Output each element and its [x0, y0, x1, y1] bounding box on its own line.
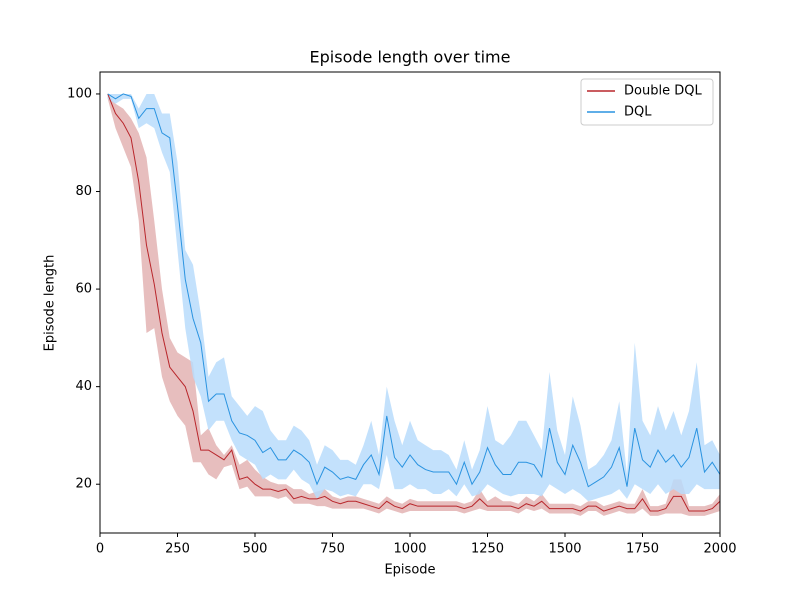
line [107, 93, 721, 488]
x-tick-label: 2000 [703, 542, 736, 557]
legend-label: Double DQL [624, 84, 702, 99]
x-tick-label: 0 [96, 542, 104, 557]
y-tick-label: 100 [67, 86, 92, 101]
chart-title: Episode length over time [310, 48, 511, 67]
x-tick-label: 250 [165, 542, 190, 557]
line [107, 93, 721, 512]
y-tick-label: 40 [75, 379, 92, 394]
x-axis-label: Episode [384, 563, 435, 578]
confidence-band [107, 93, 720, 502]
x-tick-label: 1250 [471, 542, 504, 557]
y-tick-label: 80 [75, 184, 92, 199]
x-tick-label: 500 [243, 542, 268, 557]
x-tick-label: 1750 [626, 542, 659, 557]
x-tick-label: 1000 [393, 542, 426, 557]
y-tick-label: 60 [75, 282, 92, 297]
legend-label: DQL [624, 105, 652, 120]
x-tick-label: 1500 [548, 542, 581, 557]
y-tick-label: 20 [75, 477, 92, 492]
y-axis-label: Episode length [43, 255, 58, 352]
x-tick-label: 750 [320, 542, 345, 557]
